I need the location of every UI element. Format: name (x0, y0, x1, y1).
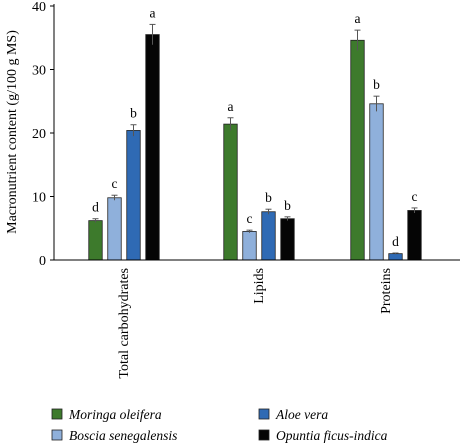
bar (280, 218, 295, 261)
bar (223, 123, 238, 261)
significance-label: b (265, 190, 272, 205)
x-tick-label: Proteins (379, 268, 394, 314)
y-axis-label: Macronutrient content (g/100 g MS) (5, 30, 20, 234)
y-tick-label: 20 (32, 127, 46, 142)
x-axis: Total carbohydrates Lipids Proteins (54, 259, 460, 379)
legend-swatch (258, 429, 270, 441)
legend-label: Boscia senegalensis (69, 428, 177, 443)
legend: Moringa oleifera Boscia senegalensis Aloe … (51, 407, 388, 443)
significance-label: a (150, 5, 156, 20)
legend-swatch (258, 408, 270, 420)
significance-label: b (373, 77, 380, 92)
bar (145, 34, 160, 261)
significance-label: b (284, 198, 291, 213)
y-tick-label: 0 (39, 254, 46, 269)
significance-label: d (92, 200, 99, 215)
bar (107, 197, 122, 261)
y-axis: 0 10 20 30 40 (32, 0, 55, 269)
y-tick-label: 30 (32, 64, 46, 79)
significance-label: a (228, 99, 234, 114)
y-tick-label: 40 (32, 0, 46, 15)
significance-label: b (130, 106, 137, 121)
x-tick-label: Total carbohydrates (117, 268, 132, 379)
significance-label: d (392, 234, 399, 249)
bar (261, 211, 276, 261)
significance-label: c (112, 176, 118, 191)
legend-swatch (51, 429, 63, 441)
legend-label: Aloe vera (275, 407, 328, 422)
bar (369, 103, 384, 261)
legend-label: Opuntia ficus-indica (276, 428, 388, 443)
significance-label: c (412, 189, 418, 204)
bar (242, 231, 257, 261)
bar (350, 39, 365, 261)
legend-label: Moringa oleifera (68, 407, 162, 422)
significance-label: a (355, 11, 361, 26)
x-tick-label: Lipids (252, 268, 267, 304)
bar (88, 220, 103, 261)
bar (388, 253, 403, 261)
legend-swatch (51, 408, 63, 420)
significance-label: c (247, 211, 253, 226)
y-tick-label: 10 (32, 191, 46, 206)
bar (126, 130, 141, 261)
bar (407, 210, 422, 261)
